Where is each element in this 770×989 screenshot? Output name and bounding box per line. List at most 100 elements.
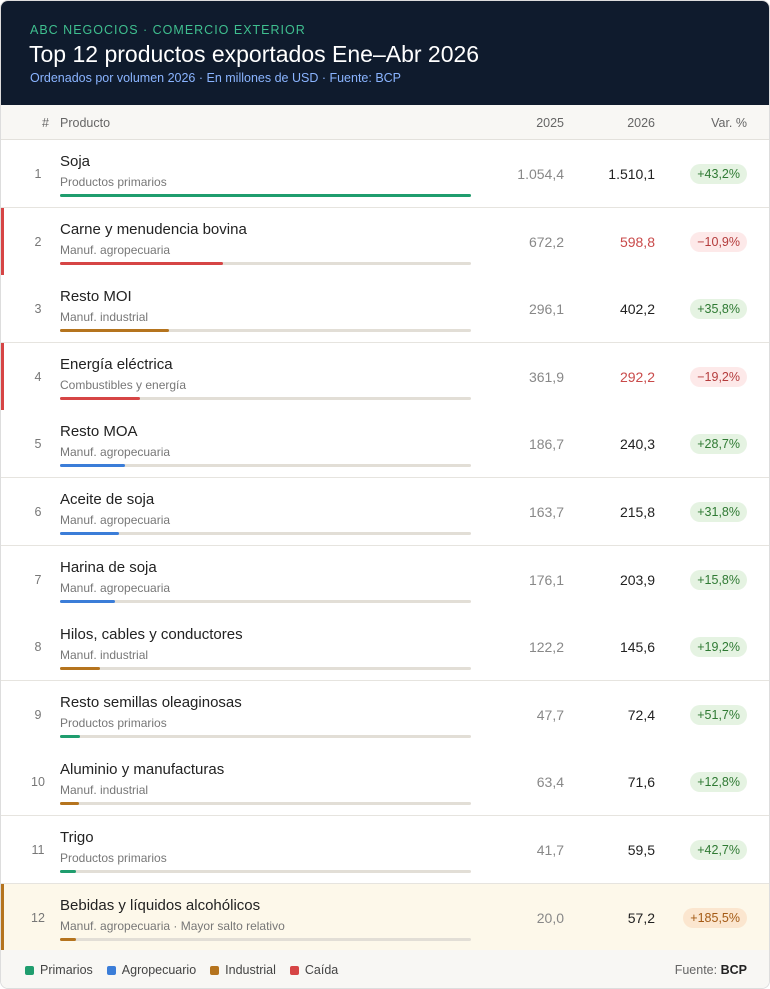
- rank: 9: [34, 707, 42, 722]
- bar: [60, 937, 76, 941]
- rank: 3: [34, 302, 42, 317]
- product-name: Bebidas y líquidos alcohólicos: [60, 896, 261, 914]
- var-badge: +43,2%: [690, 164, 747, 184]
- title: Top 12 productos exportados Ene–Abr 2026: [29, 41, 480, 67]
- product-name: Aluminio y manufacturas: [60, 761, 225, 779]
- bar: [60, 261, 223, 265]
- product-sub: Manuf. industrial: [60, 648, 149, 663]
- value-2025: 20,0: [536, 909, 564, 926]
- bar: [60, 532, 119, 535]
- product-name: Harina de soja: [60, 558, 157, 576]
- bar: [60, 329, 170, 333]
- kicker: ABC NEGOCIOS · COMERCIO EXTERIOR: [30, 23, 306, 37]
- rank: 6: [34, 505, 42, 519]
- rank: 5: [34, 437, 42, 452]
- product-sub: Manuf. agropecuaria: [60, 242, 171, 257]
- value-2026: 145,6: [619, 639, 655, 656]
- value-2025: 361,9: [528, 368, 564, 385]
- var-badge: +35,8%: [690, 299, 747, 320]
- bar-track: [60, 937, 471, 941]
- legend-label: Primarios: [40, 963, 93, 977]
- product-name: Resto semillas oleaginosas: [60, 693, 242, 711]
- table-row: 10 Aluminio y manufacturas Manuf. industri…: [1, 748, 769, 817]
- value-2026: 1.510,1: [608, 166, 655, 182]
- column: 2026: [627, 116, 655, 130]
- value-2026: 215,8: [619, 504, 655, 520]
- value-2025: 1.054,4: [517, 166, 564, 182]
- value-2025: 672,2: [528, 233, 564, 250]
- bar: [60, 667, 100, 671]
- table-row: 3 Resto MOI Manuf. industrial 296,1 402,2 +35…: [1, 275, 769, 344]
- product-name: Resto MOA: [60, 423, 138, 441]
- bar-track: [60, 396, 471, 400]
- product-sub: Manuf. industrial: [60, 783, 149, 798]
- var-badge: +185,5%: [683, 907, 747, 928]
- table-row: 4 Energía eléctrica Combustibles y energía…: [1, 342, 769, 411]
- rank: 12: [31, 910, 45, 925]
- row-accent: [1, 883, 4, 952]
- source-name: BCP: [720, 963, 747, 977]
- value-2025: 63,4: [536, 774, 564, 791]
- legend-label: Agropecuario: [121, 963, 197, 977]
- table-row: 7 Harina de soja Manuf. agropecuaria 176,1 2…: [1, 545, 769, 614]
- value-2026: 203,9: [619, 571, 655, 588]
- var-badge: +15,8%: [690, 569, 747, 590]
- product-sub: Manuf. agropecuaria: [60, 513, 171, 527]
- table-row: 9 Resto semillas oleaginosas Productos pri…: [1, 680, 769, 749]
- table-row: 1 Soja Productos primarios 1.054,4 1.510,1 +4…: [1, 140, 769, 208]
- product-sub: Productos primarios: [60, 715, 167, 730]
- source: Fuente: BCP: [675, 963, 747, 977]
- bar: [60, 396, 140, 400]
- bar: [60, 802, 80, 806]
- bar: [60, 464, 126, 468]
- product-sub: Manuf. industrial: [60, 310, 149, 325]
- var-badge: +12,8%: [690, 772, 747, 793]
- value-2026: 59,5: [627, 842, 655, 858]
- table-row: 11 Trigo Productos primarios 41,7 59,5 +42,7%: [1, 816, 769, 884]
- bar-track: [60, 532, 471, 535]
- legend-label: Caída: [304, 963, 339, 977]
- var-badge: +42,7%: [690, 840, 747, 860]
- table-row: 12 Bebidas y líquidos alcohólicos Manuf. a…: [1, 883, 769, 952]
- bar: [60, 599, 116, 603]
- product-name: Carne y menudencia bovina: [60, 220, 247, 238]
- bar-track: [60, 802, 471, 806]
- product-name: Resto MOI: [60, 288, 132, 306]
- var-badge: +31,8%: [690, 502, 747, 522]
- legend-swatch: [210, 966, 220, 975]
- bar-track: [60, 329, 471, 333]
- value-2026: 402,2: [619, 301, 655, 318]
- column: 2025: [536, 116, 564, 130]
- rank: 2: [34, 234, 42, 249]
- value-2026: 72,4: [627, 706, 655, 723]
- column-header: # Producto 2025 2026 Var. %: [1, 105, 769, 140]
- bar-track: [60, 734, 471, 738]
- legend-swatch: [106, 966, 116, 975]
- value-2025: 176,1: [528, 571, 564, 588]
- var-badge: +28,7%: [690, 434, 747, 455]
- rank: 7: [34, 572, 42, 587]
- bar: [60, 734, 80, 738]
- legend-item: Primarios: [25, 963, 93, 977]
- column: #: [42, 116, 49, 130]
- row-accent: [1, 207, 4, 276]
- product-name: Energía eléctrica: [60, 355, 173, 373]
- value-2025: 47,7: [536, 706, 564, 723]
- product-name: Soja: [60, 153, 91, 170]
- table-row: 6 Aceite de soja Manuf. agropecuaria 163,7 2…: [1, 478, 769, 546]
- value-2025: 163,7: [528, 504, 564, 520]
- table-row: 5 Resto MOA Manuf. agropecuaria 186,7 240,3 +…: [1, 410, 769, 479]
- value-2025: 186,7: [528, 436, 564, 453]
- header: ABC NEGOCIOS · COMERCIO EXTERIOR Top 12 …: [1, 1, 769, 105]
- value-2026: 57,2: [627, 909, 655, 926]
- source-label: Fuente:: [674, 963, 718, 977]
- value-2026: 292,2: [619, 368, 655, 385]
- value-2026: 71,6: [627, 774, 655, 791]
- legend-item: Agropecuario: [106, 963, 197, 977]
- bar-track: [60, 194, 471, 197]
- product-sub: Manuf. agropecuaria: [60, 445, 171, 460]
- subtitle: Ordenados por volumen 2026 · En millones…: [30, 71, 402, 85]
- bar-track: [60, 464, 471, 468]
- product-name: Trigo: [60, 829, 94, 846]
- bar-track: [60, 870, 471, 873]
